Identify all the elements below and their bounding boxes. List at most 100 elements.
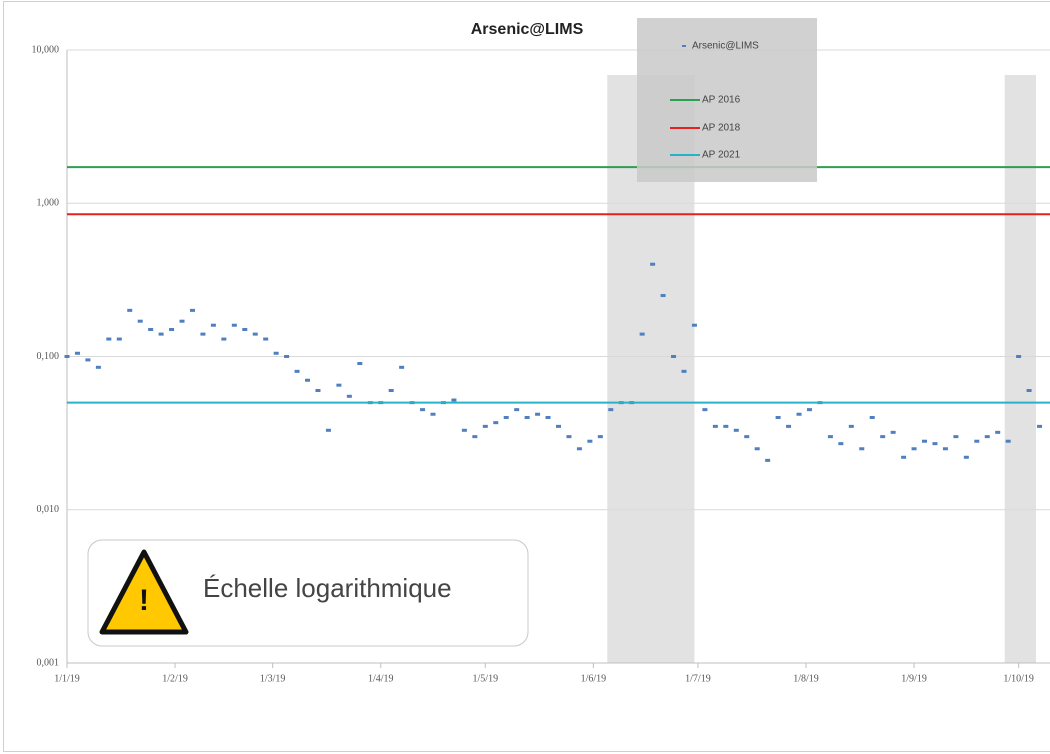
data-point <box>493 421 499 425</box>
data-point <box>461 428 467 432</box>
data-point <box>210 323 216 327</box>
data-point <box>901 455 907 459</box>
x-tick-label: 1/10/19 <box>1003 673 1034 684</box>
data-point <box>388 388 394 392</box>
data-point <box>231 323 237 327</box>
data-point <box>535 412 541 416</box>
data-point <box>294 369 300 373</box>
data-point <box>890 430 896 434</box>
legend-label: AP 2018 <box>702 123 741 134</box>
data-point <box>106 337 112 341</box>
x-tick-label: 1/3/19 <box>260 673 286 684</box>
data-point <box>263 337 269 341</box>
annotation-text: Échelle logarithmique <box>203 573 452 603</box>
data-point <box>127 308 133 312</box>
data-point <box>566 435 572 439</box>
data-point <box>671 355 677 358</box>
data-point <box>932 442 938 446</box>
data-point <box>503 415 509 419</box>
data-point <box>775 415 781 419</box>
data-point <box>608 408 614 412</box>
data-point <box>64 355 70 358</box>
data-point <box>650 262 656 266</box>
data-point <box>723 424 729 428</box>
data-point <box>399 365 405 369</box>
annotation: ! Échelle logarithmique <box>87 539 529 647</box>
data-point <box>691 323 697 327</box>
data-point <box>242 328 248 332</box>
grid: 0,001 0,010 0,100 1,000 10,000 1/1/19 1/2/19 1/… <box>32 44 1050 684</box>
data-point <box>859 447 865 451</box>
data-point <box>827 435 833 439</box>
data-point <box>420 408 426 412</box>
data-point <box>974 439 980 443</box>
data-point <box>430 412 436 416</box>
data-point <box>806 408 812 412</box>
data-point <box>336 383 342 387</box>
data-point <box>315 388 321 392</box>
y-tick-label: 0,100 <box>37 351 60 362</box>
legend-swatch <box>682 45 686 47</box>
data-point <box>660 294 666 298</box>
legend-label: Arsenic@LIMS <box>692 41 759 52</box>
warning-icon <box>99 549 189 635</box>
x-tick-label: 1/1/19 <box>54 673 80 684</box>
legend-box <box>637 18 817 182</box>
y-tick-label: 1,000 <box>37 198 60 209</box>
data-point <box>984 435 990 439</box>
data-point <box>681 369 687 373</box>
data-point <box>922 439 928 443</box>
data-point <box>169 328 175 332</box>
data-point <box>357 362 363 366</box>
data-point <box>796 412 802 416</box>
data-point <box>963 455 969 459</box>
data-point <box>346 394 352 398</box>
data-point <box>514 408 520 412</box>
data-point <box>1026 388 1032 392</box>
x-tick-label: 1/2/19 <box>162 673 188 684</box>
data-point <box>953 435 959 439</box>
data-point <box>639 332 645 336</box>
x-tick-label: 1/6/19 <box>581 673 607 684</box>
data-point <box>765 458 771 462</box>
data-point <box>482 424 488 428</box>
data-point <box>189 308 195 312</box>
data-point <box>597 435 603 439</box>
data-point <box>744 435 750 439</box>
plot <box>64 166 1050 462</box>
legend-label: AP 2021 <box>702 150 741 161</box>
data-point <box>158 332 164 336</box>
chart-title: Arsenic@LIMS <box>471 21 584 38</box>
data-point <box>545 415 551 419</box>
data-point <box>942 447 948 451</box>
data-point <box>451 398 457 402</box>
data-point <box>137 319 143 323</box>
x-tick-label: 1/4/19 <box>368 673 394 684</box>
chart-frame <box>3 1 1050 752</box>
data-point <box>995 430 1001 434</box>
y-tick-label: 0,010 <box>37 504 60 515</box>
warning-mark: ! <box>139 584 149 617</box>
x-tick-label: 1/8/19 <box>793 673 819 684</box>
data-point <box>325 428 331 432</box>
data-point <box>786 424 792 428</box>
data-point <box>116 337 122 341</box>
data-point <box>702 408 708 412</box>
data-point <box>848 424 854 428</box>
x-tick-label: 1/7/19 <box>685 673 711 684</box>
x-tick-label: 1/5/19 <box>473 673 499 684</box>
data-point <box>733 428 739 432</box>
shaded-period <box>1004 75 1037 663</box>
data-point <box>1016 355 1022 358</box>
data-point <box>911 447 917 451</box>
data-point <box>524 415 530 419</box>
data-point <box>305 378 311 382</box>
data-point <box>273 351 279 355</box>
data-point <box>472 435 478 439</box>
legend: Arsenic@LIMS AP 2016 AP 2018 AP 2021 <box>637 18 817 182</box>
data-point <box>252 332 258 336</box>
data-point <box>179 319 185 323</box>
data-point <box>838 442 844 446</box>
data-point <box>148 328 154 332</box>
